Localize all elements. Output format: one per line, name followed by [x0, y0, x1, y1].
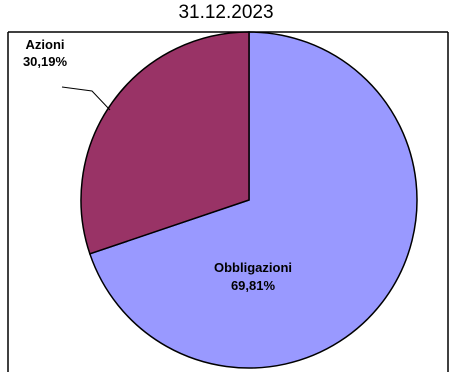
azioni-leader-line	[61, 86, 111, 111]
plot-area-frame	[7, 31, 449, 372]
slice-label-obbligazioni-value: 69,81%	[231, 278, 276, 293]
slice-label-azioni: Azioni 30,19%	[23, 37, 68, 69]
slice-label-azioni-value: 30,19%	[23, 54, 68, 69]
pie-slices	[80, 31, 418, 369]
chart-title: 31.12.2023	[178, 2, 273, 23]
slice-label-obbligazioni: Obbligazioni 69,81%	[214, 260, 292, 293]
pie-slice-azioni	[80, 31, 250, 255]
slice-label-azioni-name: Azioni	[26, 37, 65, 52]
pie-slice-obbligazioni	[88, 31, 418, 369]
slice-label-obbligazioni-name: Obbligazioni	[214, 260, 292, 275]
